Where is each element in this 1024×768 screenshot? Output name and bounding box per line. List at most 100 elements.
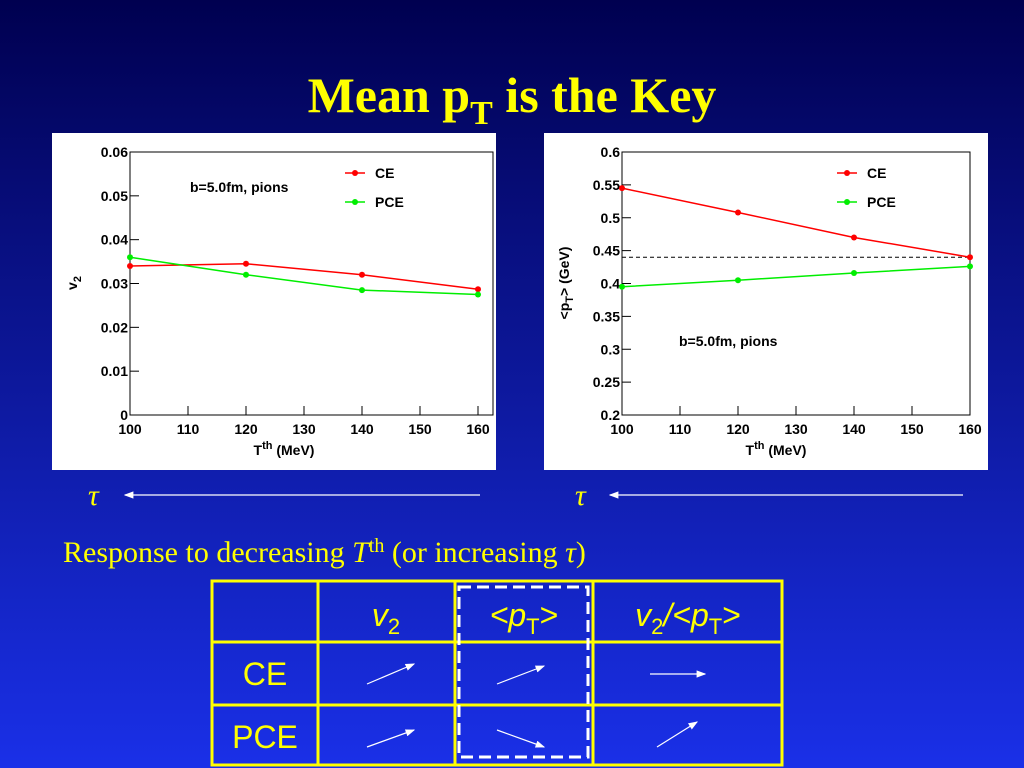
data-point	[967, 254, 973, 261]
y-tick-label: 0.2	[601, 407, 621, 423]
caption-text: Response to decreasing	[63, 536, 352, 569]
caption-text: (or increasing	[384, 536, 565, 569]
header-cell: v2	[372, 597, 400, 639]
tau-label: τ	[575, 479, 587, 512]
series-line	[621, 187, 971, 258]
cell-sub: 2	[388, 614, 400, 639]
title-sub: T	[470, 95, 493, 132]
caption-tau: τ	[565, 536, 577, 569]
title-text: Mean p	[308, 67, 471, 123]
y-tick-label: 0.03	[101, 276, 128, 292]
data-point	[475, 286, 481, 293]
label-sub: 2	[72, 276, 84, 282]
chart: 0.2 0.25 0.3 0.35 0.4 0.45 0.5 0.55 0.6 100 110 120…	[544, 133, 988, 470]
x-axis-label: Tth (MeV)	[746, 440, 807, 458]
series-line	[129, 256, 479, 296]
x-tick-label: 100	[610, 421, 634, 437]
trend-arrows	[366, 663, 707, 748]
row-label: CE	[243, 656, 287, 692]
x-tick-label: 140	[350, 421, 374, 437]
label-text: T	[254, 442, 263, 458]
cell-sub: 2	[651, 614, 663, 639]
legend-label: CE	[867, 165, 886, 181]
data-point	[735, 209, 741, 216]
trend-arrow	[366, 729, 416, 748]
table-border	[210, 579, 784, 767]
table-text: v2 <pT> v2/<pT> CE PCE	[232, 597, 741, 755]
y-tick-label: 0.35	[593, 308, 620, 324]
title-text: is the Key	[493, 67, 717, 123]
y-tick-label: 0	[120, 407, 128, 423]
y-axis-label: v2	[64, 276, 84, 290]
x-tick-label: 160	[958, 421, 982, 437]
x-tick-label: 120	[234, 421, 258, 437]
y-tick-label: 0.05	[101, 188, 128, 204]
annotation: b=5.0fm, pions	[679, 333, 778, 349]
header-cell: v2/<pT>	[635, 597, 741, 639]
x-axis-label: Tth (MeV)	[254, 440, 315, 458]
x-tick-label: 150	[408, 421, 432, 437]
data-point	[359, 271, 365, 278]
data-point	[851, 269, 857, 276]
data-point	[619, 283, 625, 290]
caption: Response to decreasing Tth (or increasin…	[63, 535, 586, 569]
table	[210, 579, 784, 767]
slide-title: Mean pT is the Key	[308, 67, 717, 132]
y-tick-label: 0.55	[593, 177, 620, 193]
label-text: (MeV)	[764, 442, 806, 458]
caption-text: )	[576, 536, 586, 569]
y-tick-label: 0.04	[101, 232, 128, 248]
data-point	[359, 287, 365, 294]
x-tick-label: 160	[466, 421, 490, 437]
x-tick-label: 140	[842, 421, 866, 437]
chart-background	[544, 133, 988, 470]
caption-sup: th	[369, 535, 385, 557]
cell-sub: T	[709, 614, 722, 639]
label-sup: th	[754, 440, 765, 452]
data-point	[735, 277, 741, 284]
legend-label: PCE	[375, 194, 404, 210]
legend-dot	[844, 170, 850, 176]
y-tick-label: 0.5	[601, 210, 621, 226]
trend-arrow	[656, 721, 699, 748]
legend-label: CE	[375, 165, 394, 181]
trend-arrow	[496, 665, 546, 685]
cell-sub: T	[526, 614, 539, 639]
y-tick-label: 0.01	[101, 363, 128, 379]
y-tick-label: 0.3	[601, 341, 621, 357]
trend-arrow	[496, 729, 546, 748]
series-line	[129, 263, 479, 290]
row-label: PCE	[232, 719, 298, 755]
legend-dot	[352, 199, 358, 205]
label-text: <p	[556, 303, 572, 320]
y-tick-label: 0.25	[593, 374, 620, 390]
y-tick-label: 0.06	[101, 144, 128, 160]
legend-dot	[352, 170, 358, 176]
y-tick-label: 0.02	[101, 319, 128, 335]
legend-label: PCE	[867, 194, 896, 210]
caption-var: T	[352, 536, 371, 569]
data-point	[127, 254, 133, 261]
label-sup: th	[262, 440, 273, 452]
y-tick-label: 0.6	[601, 144, 621, 160]
x-tick-label: 150	[900, 421, 924, 437]
y-axis-label: <pT> (GeV)	[556, 247, 576, 320]
cell-text: v	[372, 597, 390, 633]
data-point	[243, 260, 249, 267]
tau-label: τ	[88, 479, 100, 512]
cell-text: v	[635, 597, 653, 633]
data-point	[967, 263, 973, 270]
cell-text: /<p	[661, 597, 708, 633]
label-text: > (GeV)	[556, 247, 572, 296]
annotation: b=5.0fm, pions	[190, 179, 289, 195]
label-text: (MeV)	[272, 442, 314, 458]
x-tick-label: 130	[292, 421, 316, 437]
x-tick-label: 100	[118, 421, 142, 437]
label-text: T	[746, 442, 755, 458]
x-tick-label: 110	[669, 421, 692, 437]
y-tick-label: 0.45	[593, 243, 620, 259]
data-point	[475, 291, 481, 298]
label-sub: T	[564, 296, 576, 303]
chart-background	[52, 133, 496, 470]
cell-text: >	[722, 597, 741, 633]
